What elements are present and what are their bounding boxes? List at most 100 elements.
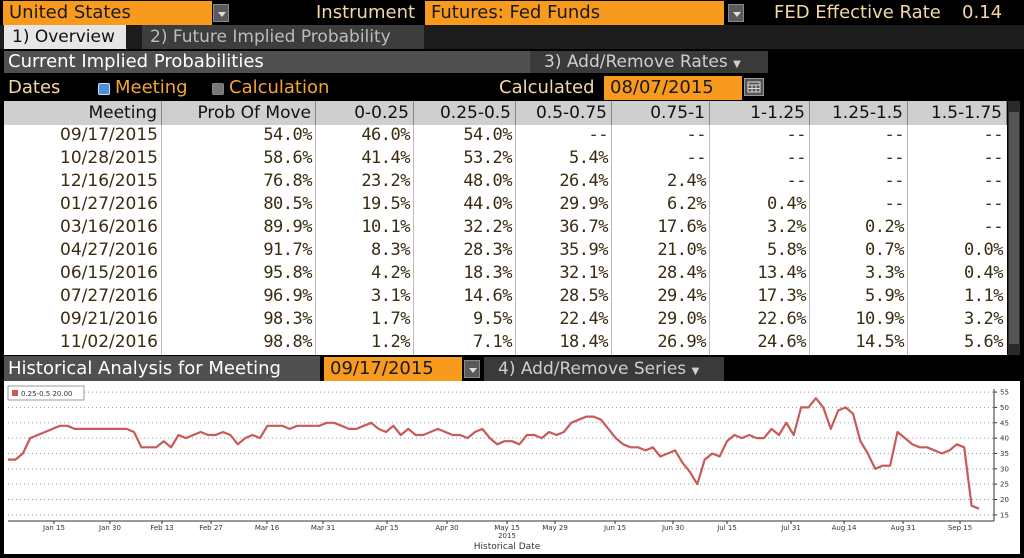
table-scrollbar-thumb[interactable] xyxy=(1009,112,1019,344)
meeting-date-cell[interactable]: 11/02/2016 xyxy=(60,332,158,352)
table-cell: 3.2% xyxy=(964,309,1003,329)
meeting-date-cell[interactable]: 04/27/2016 xyxy=(60,240,158,260)
meeting-date-cell[interactable]: 07/27/2016 xyxy=(60,286,158,306)
table-cell: 1.7% xyxy=(371,309,410,329)
table-cell: 21.0% xyxy=(657,240,706,260)
y-tick-label: 20 xyxy=(1000,496,1009,504)
table-cell: 5.6% xyxy=(964,332,1003,352)
table-cell: 26.4% xyxy=(559,171,608,191)
table-cell: 54.0% xyxy=(463,125,512,145)
y-tick-label: 45 xyxy=(1000,419,1009,427)
column-header[interactable]: 1.25-1.5 xyxy=(810,101,908,125)
table-cell: 46.0% xyxy=(361,125,410,145)
calculation-option-label[interactable]: Calculation xyxy=(229,77,330,98)
column-header[interactable]: 1-1.25 xyxy=(710,101,810,125)
instrument-dropdown-arrow[interactable] xyxy=(728,4,744,22)
country-dropdown-arrow[interactable] xyxy=(213,4,229,22)
column-header[interactable]: 1.5-1.75 xyxy=(908,101,1007,125)
column-header[interactable]: Meeting xyxy=(4,101,162,125)
table-cell: -- xyxy=(983,171,1004,191)
meeting-radio[interactable] xyxy=(98,80,110,99)
calculated-date-input[interactable]: 08/07/2015 xyxy=(604,76,742,100)
meeting-date-cell[interactable]: 09/17/2015 xyxy=(60,125,158,145)
tab-overview[interactable]: 1) Overview xyxy=(4,25,126,49)
table-cell: 14.5% xyxy=(855,332,904,352)
y-tick-label: 25 xyxy=(1000,481,1009,489)
chevron-down-icon: ▼ xyxy=(733,59,741,70)
column-header[interactable]: Prob Of Move xyxy=(162,101,316,125)
column-divider xyxy=(515,125,516,355)
table-cell: 17.6% xyxy=(657,217,706,237)
table-cell: -- xyxy=(983,217,1004,237)
y-tick-label: 30 xyxy=(1000,465,1009,473)
country-dropdown[interactable]: United States xyxy=(3,1,212,25)
add-remove-rates-button[interactable]: 3) Add/Remove Rates ▼ xyxy=(530,51,768,73)
x-tick-label: Feb 13 xyxy=(150,524,174,532)
column-header[interactable]: 0.25-0.5 xyxy=(414,101,516,125)
table-cell: 5.8% xyxy=(767,240,806,260)
table-cell: -- xyxy=(786,148,807,168)
table-cell: 1.1% xyxy=(964,286,1003,306)
meeting-date-cell[interactable]: 06/15/2016 xyxy=(60,263,158,283)
column-header[interactable]: 0.75-1 xyxy=(612,101,710,125)
meeting-date-cell[interactable]: 12/16/2015 xyxy=(60,171,158,191)
table-cell: 0.4% xyxy=(767,194,806,214)
table-cell: 29.4% xyxy=(657,286,706,306)
x-axis-label: Historical Date xyxy=(474,542,541,552)
meeting-option-label[interactable]: Meeting xyxy=(115,77,188,98)
table-cell: 95.8% xyxy=(263,263,312,283)
table-cell: 2.4% xyxy=(667,171,706,191)
table-cell: 98.8% xyxy=(263,332,312,352)
table-cell: 10.9% xyxy=(855,309,904,329)
column-divider xyxy=(611,125,612,355)
y-tick-label: 40 xyxy=(1000,435,1009,443)
table-cell: 17.3% xyxy=(757,286,806,306)
y-tick-label: 50 xyxy=(1000,404,1009,412)
meeting-date-cell[interactable]: 03/16/2016 xyxy=(60,217,158,237)
radio-unselected-icon xyxy=(212,83,224,95)
meeting-date-cell[interactable]: 09/21/2016 xyxy=(60,309,158,329)
table-cell: 28.5% xyxy=(559,286,608,306)
column-header[interactable]: 0-0.25 xyxy=(316,101,414,125)
y-tick-label: 55 xyxy=(1000,389,1009,397)
column-divider xyxy=(709,125,710,355)
historical-meeting-dropdown-arrow[interactable] xyxy=(464,360,480,378)
table-cell: 29.9% xyxy=(559,194,608,214)
add-remove-series-button[interactable]: 4) Add/Remove Series ▼ xyxy=(484,357,724,381)
x-tick-label: Aug 31 xyxy=(891,524,916,532)
column-divider xyxy=(907,125,908,355)
calendar-icon[interactable] xyxy=(744,78,764,96)
table-cell: 14.6% xyxy=(463,286,512,306)
table-cell: 6.2% xyxy=(667,194,706,214)
table-cell: 80.5% xyxy=(263,194,312,214)
chevron-down-icon: ▼ xyxy=(691,366,700,377)
table-cell: 89.9% xyxy=(263,217,312,237)
table-cell: 29.0% xyxy=(657,309,706,329)
table-cell: 0.0% xyxy=(964,240,1003,260)
meeting-date-cell[interactable]: 10/28/2015 xyxy=(60,148,158,168)
historical-meeting-input[interactable]: 09/17/2015 xyxy=(324,357,462,381)
table-cell: 76.8% xyxy=(263,171,312,191)
x-tick-label: Jun 30 xyxy=(661,524,684,532)
tab-future-implied-probability[interactable]: 2) Future Implied Probability xyxy=(142,25,424,49)
add-remove-series-label: 4) Add/Remove Series xyxy=(498,359,687,379)
meeting-date-cell[interactable]: 01/27/2016 xyxy=(60,194,158,214)
calculation-radio[interactable] xyxy=(212,80,224,99)
table-cell: 7.1% xyxy=(473,332,512,352)
table-cell: 1.2% xyxy=(371,332,410,352)
table-cell: -- xyxy=(686,148,707,168)
y-tick-label: 35 xyxy=(1000,450,1009,458)
y-tick-label: 15 xyxy=(1000,511,1009,519)
historical-label: Historical Analysis for Meeting xyxy=(4,356,320,381)
table-cell: 28.3% xyxy=(463,240,512,260)
table-cell: 5.9% xyxy=(865,286,904,306)
instrument-dropdown[interactable]: Futures: Fed Funds xyxy=(425,1,724,25)
x-tick-label: Jan 15 xyxy=(42,524,65,532)
x-tick-label: Mar 16 xyxy=(255,524,280,532)
fed-rate-value: 0.14 xyxy=(962,2,1003,23)
table-cell: -- xyxy=(786,125,807,145)
table-cell: 18.4% xyxy=(559,332,608,352)
table-cell: 4.2% xyxy=(371,263,410,283)
column-header[interactable]: 0.5-0.75 xyxy=(516,101,612,125)
table-cell: 0.7% xyxy=(865,240,904,260)
